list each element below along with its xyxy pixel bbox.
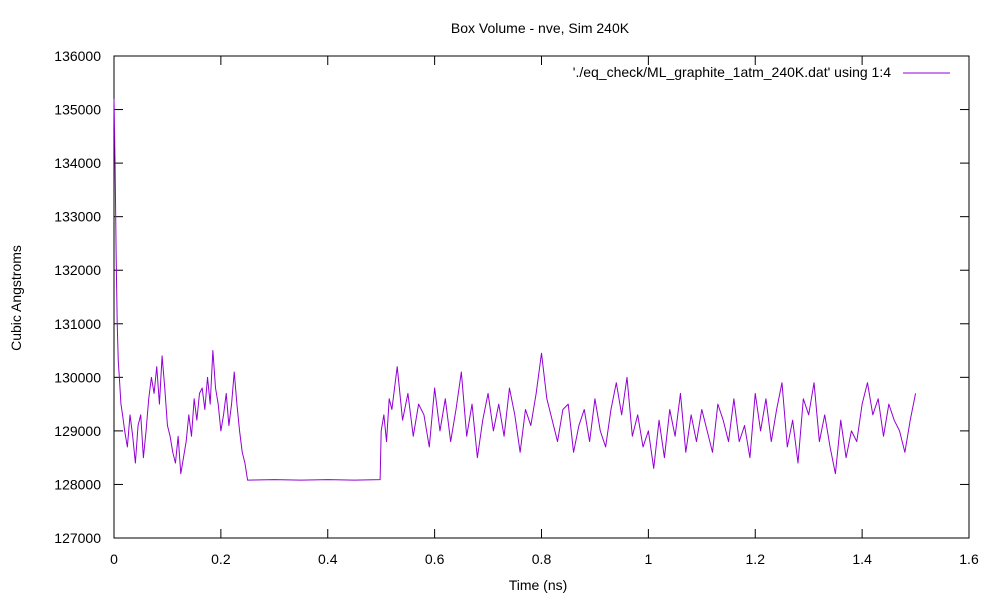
chart-title: Box Volume - nve, Sim 240K bbox=[451, 20, 630, 36]
axis-ticks bbox=[113, 55, 970, 539]
x-tick-label: 0.2 bbox=[211, 551, 231, 567]
y-tick-label: 131000 bbox=[54, 316, 101, 332]
y-tick-label: 129000 bbox=[54, 423, 101, 439]
series-line-0 bbox=[113, 98, 917, 481]
x-tick-label: 0.8 bbox=[532, 551, 552, 567]
x-tick-label: 0.4 bbox=[318, 551, 338, 567]
y-tick-label: 133000 bbox=[54, 209, 101, 225]
y-tick-label: 132000 bbox=[54, 262, 101, 278]
x-tick-label: 1.6 bbox=[959, 551, 979, 567]
legend-label: './eq_check/ML_graphite_1atm_240K.dat' u… bbox=[573, 64, 891, 80]
y-tick-label: 127000 bbox=[54, 530, 101, 546]
x-tick-label: 0.6 bbox=[425, 551, 445, 567]
x-tick-label: 1 bbox=[644, 551, 652, 567]
x-tick-label: 1.2 bbox=[746, 551, 766, 567]
x-tick-label: 1.4 bbox=[852, 551, 872, 567]
legend: './eq_check/ML_graphite_1atm_240K.dat' u… bbox=[573, 64, 950, 80]
x-axis-label: Time (ns) bbox=[509, 577, 568, 593]
y-tick-label: 135000 bbox=[54, 102, 101, 118]
y-tick-label: 128000 bbox=[54, 476, 101, 492]
y-tick-label: 136000 bbox=[54, 48, 101, 64]
x-tick-label: 0 bbox=[110, 551, 118, 567]
plot-frame bbox=[113, 55, 970, 539]
series-group bbox=[113, 98, 917, 481]
axis-tick-labels: 127000 128000 129000 130000 131000 132000 1330… bbox=[54, 48, 979, 567]
y-tick-label: 130000 bbox=[54, 369, 101, 385]
y-tick-label: 134000 bbox=[54, 155, 101, 171]
y-axis-label: Cubic Angstroms bbox=[8, 245, 24, 351]
